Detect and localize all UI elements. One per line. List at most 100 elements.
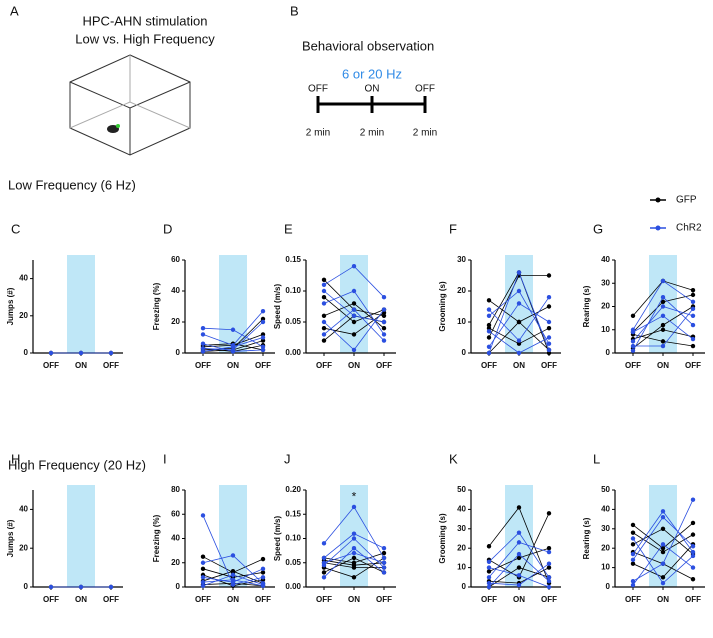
subject-dot: [260, 332, 266, 337]
subject-dot: [351, 531, 357, 536]
subject-dot: [486, 575, 492, 580]
subject-dot: [630, 551, 636, 557]
subject-dot: [260, 335, 266, 340]
subject-dot: [486, 326, 492, 331]
x-tick-label: ON: [227, 361, 239, 370]
subject-dot: [381, 295, 387, 300]
subject-dot: [200, 341, 206, 346]
subject-dot: [260, 570, 266, 575]
subject-dot: [381, 565, 387, 570]
subject-dot: [546, 511, 552, 516]
subject-dot: [321, 326, 327, 331]
subject-dot: [321, 288, 327, 294]
x-tick-label: OFF: [103, 361, 119, 370]
subject-dot: [108, 350, 114, 356]
subject-dot: [660, 278, 666, 284]
subject-dot: [546, 295, 552, 300]
y-tick-label: 20: [601, 543, 610, 552]
y-tick-label: 20: [601, 302, 610, 311]
y-tick-label: 30: [457, 524, 466, 533]
subject-dot: [200, 579, 206, 585]
subject-dot: [200, 513, 206, 518]
y-tick-label: 0: [24, 582, 29, 591]
y-tick-label: 20: [457, 286, 466, 295]
subject-dot: [230, 569, 236, 574]
y-tick-label: 50: [601, 485, 610, 494]
section-title: High Frequency (20 Hz): [8, 457, 146, 472]
arena-cube: [69, 54, 191, 156]
subject-dot: [630, 343, 636, 349]
subject-dot: [381, 307, 387, 312]
subject-dot: [690, 549, 696, 555]
y-tick-label: 20: [171, 317, 180, 326]
x-tick-label: ON: [513, 361, 525, 370]
subject-dot: [516, 582, 522, 588]
stim-label: 6 or 20 Hz: [342, 66, 402, 81]
subject-dot: [486, 344, 492, 349]
subject-dot: [630, 542, 636, 547]
subject-dot: [381, 313, 387, 318]
subject-dot: [321, 313, 327, 318]
subject-dot: [660, 546, 666, 551]
x-tick-label: ON: [75, 595, 87, 604]
subject-dot: [660, 322, 666, 328]
panel-letter: K: [449, 451, 458, 466]
subject-dot: [321, 295, 327, 300]
subject-dot: [230, 553, 236, 558]
subject-dot: [690, 565, 696, 570]
y-tick-label: 0.00: [285, 348, 301, 357]
subject-dot: [381, 332, 387, 337]
subject-dot: [351, 313, 357, 318]
subject-dot: [690, 322, 696, 328]
subject-dot: [381, 570, 387, 575]
subject-dot: [351, 347, 357, 353]
subject-dot: [48, 350, 54, 356]
x-tick-label: OFF: [316, 361, 332, 370]
y-tick-label: 40: [171, 286, 180, 295]
y-axis-label: Grooming (s): [438, 281, 447, 332]
subject-dot: [660, 542, 666, 547]
y-tick-label: 50: [457, 485, 466, 494]
subject-dot: [660, 575, 666, 580]
subject-dot: [260, 338, 266, 343]
stim-shade: [67, 255, 95, 353]
subject-dot: [690, 497, 696, 502]
y-tick-label: 0: [462, 348, 467, 357]
subject-dot: [486, 350, 492, 356]
subject-dot: [351, 550, 357, 556]
subject-dot: [630, 561, 636, 566]
subject-dot: [630, 582, 636, 588]
subject-dot: [690, 306, 696, 312]
mouse-icon: [107, 125, 119, 133]
panel-title: Low vs. High Frequency: [75, 31, 215, 46]
subject-dot: [660, 304, 666, 309]
subject-dot: [690, 313, 696, 318]
y-tick-label: 60: [171, 255, 180, 264]
panel-letter: B: [290, 3, 299, 18]
subject-dot: [660, 327, 666, 332]
y-axis-label: Jumps (#): [6, 519, 15, 557]
x-tick-label: OFF: [541, 361, 557, 370]
x-tick-label: OFF: [685, 595, 701, 604]
subject-dot: [690, 553, 696, 559]
subject-dot: [351, 319, 357, 325]
y-axis-label: Freezing (%): [152, 514, 161, 562]
subject-dot: [486, 313, 492, 318]
duration-label: 2 min: [413, 128, 437, 139]
y-axis-label: Freezing (%): [152, 282, 161, 330]
panel-letter: H: [11, 451, 20, 466]
panel-letter: C: [11, 221, 20, 236]
subject-dot: [690, 288, 696, 293]
y-tick-label: 10: [457, 563, 466, 572]
state-label: OFF: [415, 84, 435, 95]
y-tick-label: 40: [19, 274, 28, 283]
subject-dot: [351, 301, 357, 306]
subject-dot: [546, 561, 552, 566]
subject-dot: [351, 562, 357, 568]
legend-dot: [655, 225, 661, 231]
subject-dot: [486, 335, 492, 340]
subject-dot: [200, 554, 206, 559]
subject-dot: [230, 577, 236, 582]
significance-mark: *: [352, 489, 357, 503]
